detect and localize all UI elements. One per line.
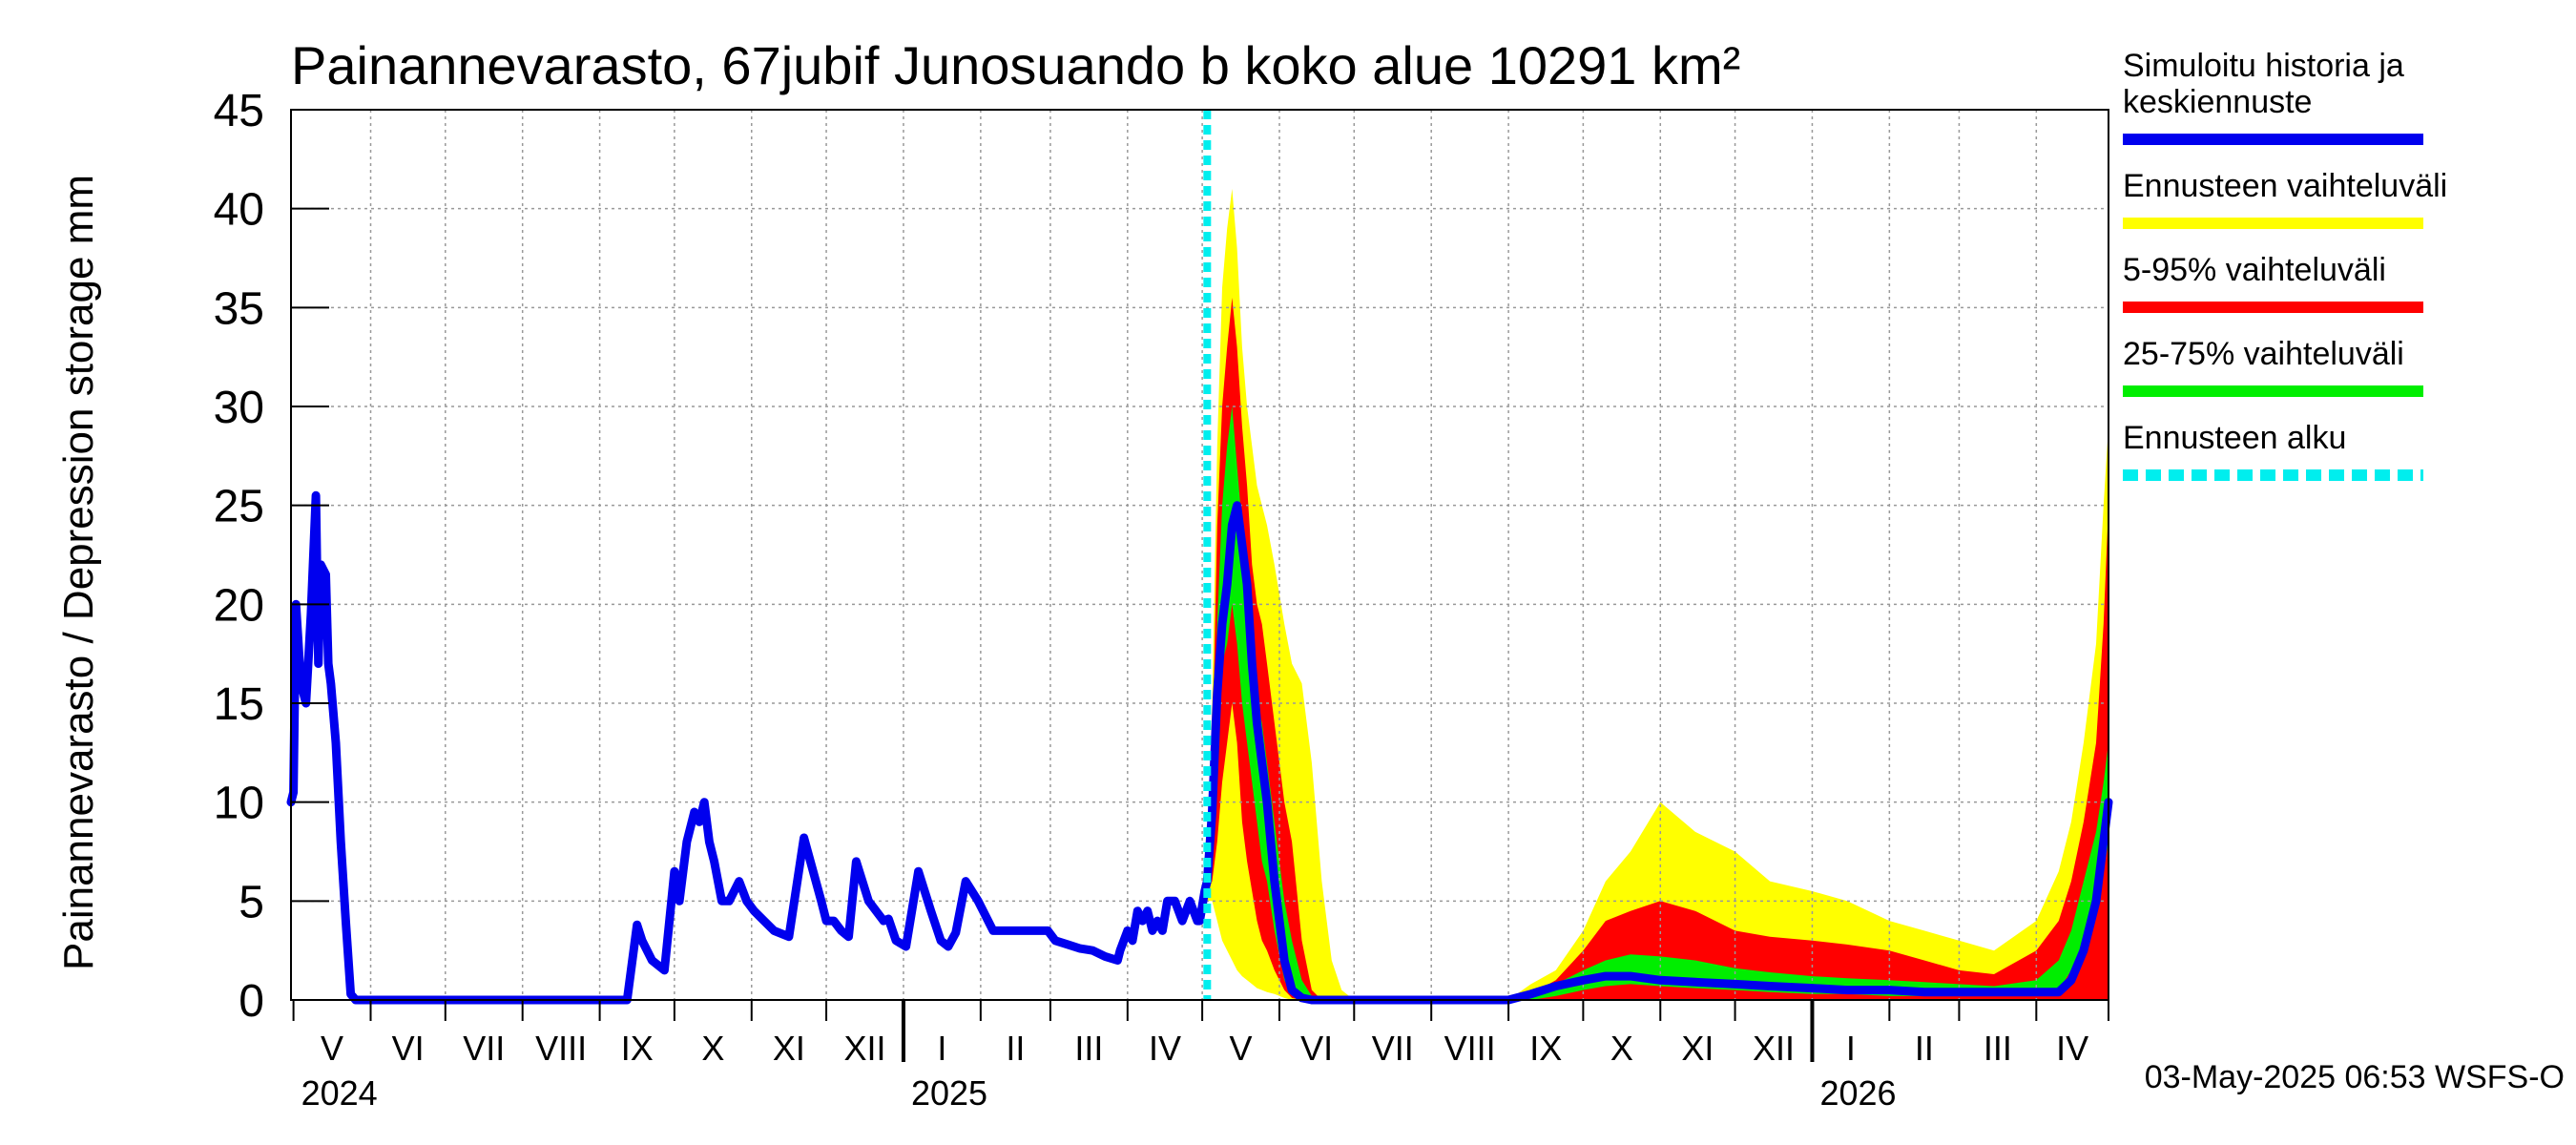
y-axis-label: Painannevarasto / Depression storage mm: [55, 175, 102, 970]
series-lines: [286, 110, 2113, 1005]
month-label: XII: [1753, 1029, 1795, 1068]
month-label: VII: [1372, 1029, 1414, 1068]
month-label: I: [1846, 1029, 1856, 1068]
band-ennusteen-vaihteluv-li: [1207, 188, 2109, 1000]
month-label: I: [937, 1029, 946, 1068]
y-tick-label: 0: [239, 976, 264, 1027]
y-tick-label: 15: [214, 679, 264, 730]
legend-label: 5-95% vaihteluväli: [2123, 252, 2386, 288]
month-label: II: [1006, 1029, 1025, 1068]
grid: [291, 109, 2109, 1000]
y-tick-label: 20: [214, 580, 264, 631]
plot-frame: [290, 109, 2109, 1001]
legend-label: 25-75% vaihteluväli: [2123, 336, 2404, 372]
month-label: X: [1610, 1029, 1633, 1068]
month-label: IV: [1149, 1029, 1181, 1068]
month-label: VII: [463, 1029, 505, 1068]
year-label: 2024: [301, 1073, 378, 1113]
y-tick-label: 45: [214, 86, 264, 136]
y-tick-label: 5: [239, 877, 264, 927]
year-label: 2025: [911, 1073, 987, 1113]
month-label: III: [1984, 1029, 2012, 1068]
month-label: VI: [392, 1029, 425, 1068]
legend-label: Ennusteen alku: [2123, 420, 2346, 456]
month-label: V: [1230, 1029, 1253, 1068]
forecast-bands: [1207, 188, 2109, 1000]
y-tick-label: 35: [214, 283, 264, 334]
month-label: V: [321, 1029, 343, 1068]
legend-label: Simuloitu historia ja: [2123, 48, 2404, 84]
month-label: III: [1074, 1029, 1103, 1068]
month-label: XII: [844, 1029, 886, 1068]
month-label: X: [701, 1029, 724, 1068]
month-label: VI: [1300, 1029, 1333, 1068]
band-5-95-vaihteluv-li: [1207, 298, 2109, 1000]
month-label: VIII: [535, 1029, 587, 1068]
y-tick-label: 25: [214, 482, 264, 532]
legend-label: keskiennuste: [2123, 84, 2312, 120]
month-label: II: [1915, 1029, 1934, 1068]
month-label: IV: [2056, 1029, 2088, 1068]
month-label: IX: [621, 1029, 654, 1068]
y-tick-label: 30: [214, 383, 264, 433]
month-label: XI: [773, 1029, 805, 1068]
legend-label: Ennusteen vaihteluväli: [2123, 168, 2447, 204]
y-tick-label: 40: [214, 185, 264, 236]
month-label: XI: [1681, 1029, 1714, 1068]
month-label: VIII: [1444, 1029, 1496, 1068]
month-label: IX: [1529, 1029, 1562, 1068]
year-label: 2026: [1819, 1073, 1896, 1113]
timestamp: 03-May-2025 06:53 WSFS-O: [2145, 1059, 2565, 1095]
y-tick-label: 10: [214, 779, 264, 829]
chart-title: Painannevarasto, 67jubif Junosuando b ko…: [291, 35, 1740, 95]
